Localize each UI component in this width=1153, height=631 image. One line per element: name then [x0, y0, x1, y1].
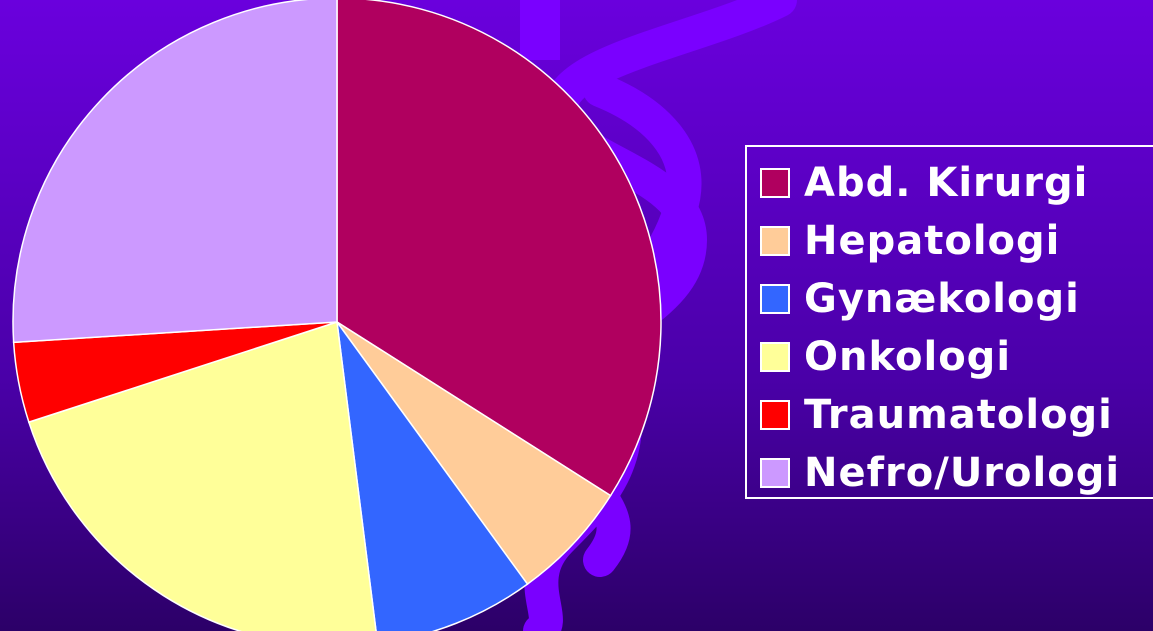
- pie-slice: [336, 0, 662, 497]
- legend-swatch: [760, 458, 790, 488]
- pie: [12, 0, 662, 631]
- legend-swatch: [760, 284, 790, 314]
- legend-label: Hepatologi: [804, 218, 1060, 264]
- legend-label: Onkologi: [804, 334, 1011, 380]
- legend-label: Traumatologi: [804, 392, 1113, 438]
- legend-swatch: [760, 400, 790, 430]
- legend-label: Gynækologi: [804, 276, 1080, 322]
- legend-swatch: [760, 226, 790, 256]
- pie-slice: [336, 321, 612, 586]
- legend-label: Nefro/Urologi: [804, 450, 1120, 496]
- legend-swatch: [760, 342, 790, 372]
- legend: Abd. Kirurgi Hepatologi Gynækologi Onkologi…: [760, 160, 1120, 496]
- pie-slice: [336, 321, 529, 631]
- legend-swatch: [760, 168, 790, 198]
- pie-slice: [12, 0, 338, 344]
- pie-slice: [27, 321, 377, 631]
- legend-label: Abd. Kirurgi: [804, 160, 1088, 206]
- legend-box: [745, 145, 1153, 499]
